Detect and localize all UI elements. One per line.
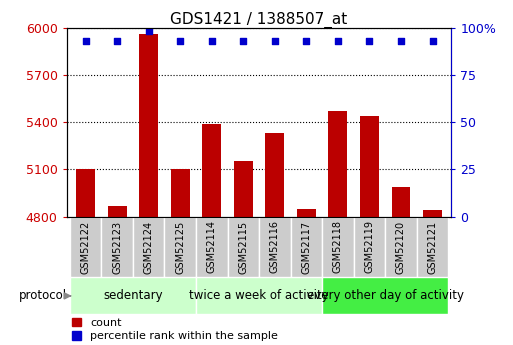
Title: GDS1421 / 1388507_at: GDS1421 / 1388507_at xyxy=(170,11,348,28)
Bar xyxy=(133,217,165,277)
Bar xyxy=(202,125,221,217)
Bar xyxy=(165,217,196,277)
Text: GSM52115: GSM52115 xyxy=(239,220,248,274)
Point xyxy=(271,38,279,43)
Bar xyxy=(70,217,102,277)
Bar xyxy=(102,217,133,277)
Point xyxy=(365,38,373,43)
Bar xyxy=(76,169,95,217)
Text: protocol: protocol xyxy=(19,289,67,303)
Bar xyxy=(353,217,385,277)
Bar xyxy=(265,133,284,217)
Bar xyxy=(297,209,316,217)
Point xyxy=(397,38,405,43)
Bar xyxy=(391,187,410,217)
Point xyxy=(428,38,437,43)
Point xyxy=(302,38,310,43)
Text: GSM52118: GSM52118 xyxy=(333,220,343,274)
Text: every other day of activity: every other day of activity xyxy=(307,289,464,303)
Bar xyxy=(171,169,190,217)
Text: GSM52116: GSM52116 xyxy=(270,220,280,274)
Text: GSM52121: GSM52121 xyxy=(427,220,438,274)
Bar xyxy=(328,111,347,217)
Point xyxy=(239,38,247,43)
Text: sedentary: sedentary xyxy=(103,289,163,303)
Text: GSM52120: GSM52120 xyxy=(396,220,406,274)
Bar xyxy=(139,34,158,217)
Bar xyxy=(196,217,228,277)
Point xyxy=(208,38,216,43)
Legend: count, percentile rank within the sample: count, percentile rank within the sample xyxy=(72,318,278,341)
Text: GSM52114: GSM52114 xyxy=(207,220,217,274)
Bar xyxy=(108,206,127,217)
Bar xyxy=(259,217,290,277)
Point xyxy=(176,38,184,43)
Text: GSM52119: GSM52119 xyxy=(364,220,374,274)
Bar xyxy=(417,217,448,277)
Text: GSM52124: GSM52124 xyxy=(144,220,154,274)
Text: GSM52122: GSM52122 xyxy=(81,220,91,274)
Text: GSM52117: GSM52117 xyxy=(301,220,311,274)
Point xyxy=(82,38,90,43)
Point xyxy=(145,29,153,34)
Text: GSM52123: GSM52123 xyxy=(112,220,122,274)
Bar xyxy=(70,277,196,315)
Bar xyxy=(290,217,322,277)
Bar xyxy=(322,277,448,315)
Bar xyxy=(228,217,259,277)
Bar xyxy=(385,217,417,277)
Bar xyxy=(322,217,353,277)
Point xyxy=(113,38,121,43)
Bar xyxy=(196,277,322,315)
Bar xyxy=(234,161,253,217)
Text: twice a week of activity: twice a week of activity xyxy=(189,289,329,303)
Point xyxy=(334,38,342,43)
Text: GSM52125: GSM52125 xyxy=(175,220,185,274)
Bar xyxy=(360,116,379,217)
Bar xyxy=(423,209,442,217)
